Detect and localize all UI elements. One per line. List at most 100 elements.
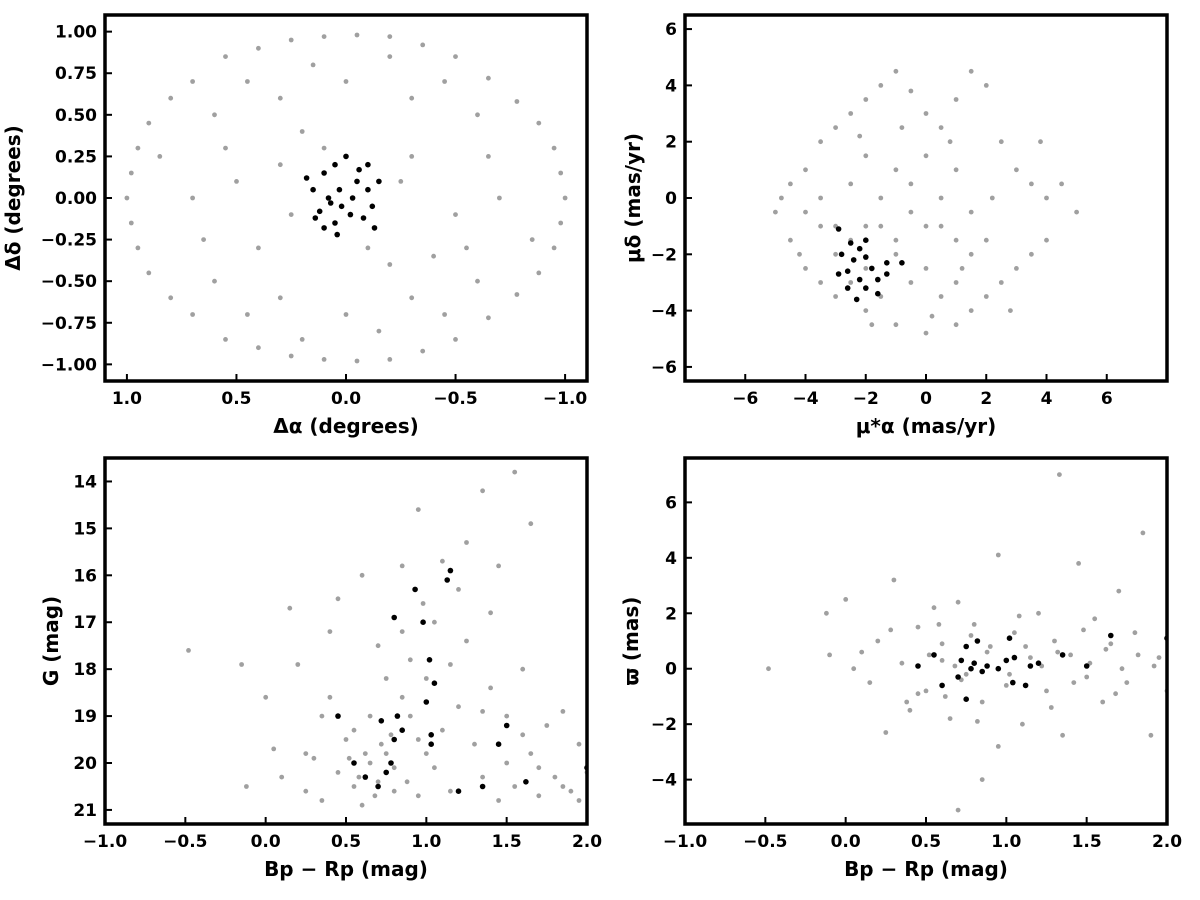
field-point [989, 195, 995, 201]
field-point [893, 68, 899, 74]
field-point [321, 34, 327, 39]
x-tick-label: −0.5 [743, 832, 787, 852]
field-point [848, 111, 854, 116]
field-point [915, 691, 921, 697]
field-point [245, 312, 250, 317]
field-point [528, 521, 534, 527]
plot-frame [103, 456, 589, 826]
field-point [536, 120, 542, 126]
x-tick-label: 0.5 [911, 832, 941, 852]
member-point [863, 254, 869, 260]
field-point [1048, 705, 1054, 710]
field-point [453, 54, 458, 59]
x-tick-label: 0.0 [831, 832, 861, 852]
field-point [1044, 688, 1049, 694]
field-point [848, 280, 854, 285]
x-tick-label: −0.5 [163, 832, 207, 852]
field-point [1119, 666, 1125, 672]
field-point [893, 322, 899, 328]
member-point [875, 276, 881, 283]
field-point [1016, 613, 1022, 619]
y-tick-label: 6 [665, 493, 677, 513]
field-point [923, 223, 929, 229]
member-point [844, 285, 851, 291]
field-point [409, 154, 415, 159]
field-point [399, 629, 405, 634]
y-tick-label: 14 [73, 472, 97, 492]
field-point [929, 313, 935, 319]
field-point [212, 278, 217, 284]
x-tick-label: 4 [1041, 389, 1053, 409]
field-point [863, 223, 869, 229]
field-point [998, 280, 1004, 285]
field-point [953, 237, 959, 243]
field-point [939, 641, 945, 647]
field-point [456, 704, 461, 710]
member-point [360, 215, 367, 221]
field-point [1028, 655, 1033, 660]
member-point [388, 760, 394, 766]
field-point [968, 633, 974, 638]
field-point [311, 755, 317, 761]
field-point [907, 707, 913, 713]
field-point [551, 145, 557, 151]
field-point [514, 292, 520, 297]
field-point [388, 732, 394, 738]
field-point [124, 195, 130, 201]
y-tick-label: 2 [665, 133, 677, 153]
member-point [365, 186, 371, 193]
field-point [168, 295, 174, 301]
field-point [321, 357, 327, 362]
y-tick-label: 0.25 [55, 147, 97, 167]
y-tick-label: −2 [651, 245, 677, 265]
field-point [528, 751, 534, 756]
field-point [859, 649, 865, 655]
field-point [375, 643, 381, 649]
field-point [803, 209, 808, 215]
member-point [431, 680, 438, 686]
field-point [277, 95, 283, 101]
field-point [319, 798, 325, 803]
x-axis-label: Bp − Rp (mag) [264, 857, 428, 881]
member-point [391, 614, 398, 621]
field-point [766, 666, 771, 672]
field-point [504, 760, 510, 766]
member-point [371, 225, 378, 231]
field-point [420, 348, 426, 354]
field-point [472, 741, 477, 747]
field-point [936, 622, 942, 627]
points-proper-motion [773, 68, 1079, 336]
member-point [1022, 682, 1029, 689]
field-point [942, 694, 948, 699]
x-tick-label: −4 [792, 389, 818, 409]
member-point [420, 619, 426, 625]
field-point [869, 322, 875, 328]
member-point [915, 663, 921, 669]
member-point [955, 674, 961, 680]
field-point [245, 79, 250, 84]
plot-frame [683, 13, 1169, 383]
member-point [428, 741, 435, 747]
field-point [404, 779, 410, 785]
field-point [387, 54, 393, 59]
field-point [387, 34, 393, 39]
field-point [288, 353, 294, 359]
field-point [1012, 630, 1017, 636]
member-point [939, 682, 945, 689]
field-point [295, 662, 301, 667]
y-tick-label: −4 [651, 771, 677, 791]
field-point [299, 337, 305, 342]
field-point [1148, 732, 1154, 738]
field-point [878, 83, 884, 88]
field-point [512, 784, 518, 789]
field-point [788, 181, 793, 187]
member-point [335, 713, 341, 719]
field-point [953, 97, 959, 102]
y-tick-label: 0.50 [55, 106, 97, 126]
member-point [347, 211, 354, 218]
field-point [488, 610, 493, 616]
field-point [277, 162, 283, 168]
field-point [442, 312, 447, 317]
field-point [279, 774, 285, 780]
field-point [1068, 652, 1073, 658]
